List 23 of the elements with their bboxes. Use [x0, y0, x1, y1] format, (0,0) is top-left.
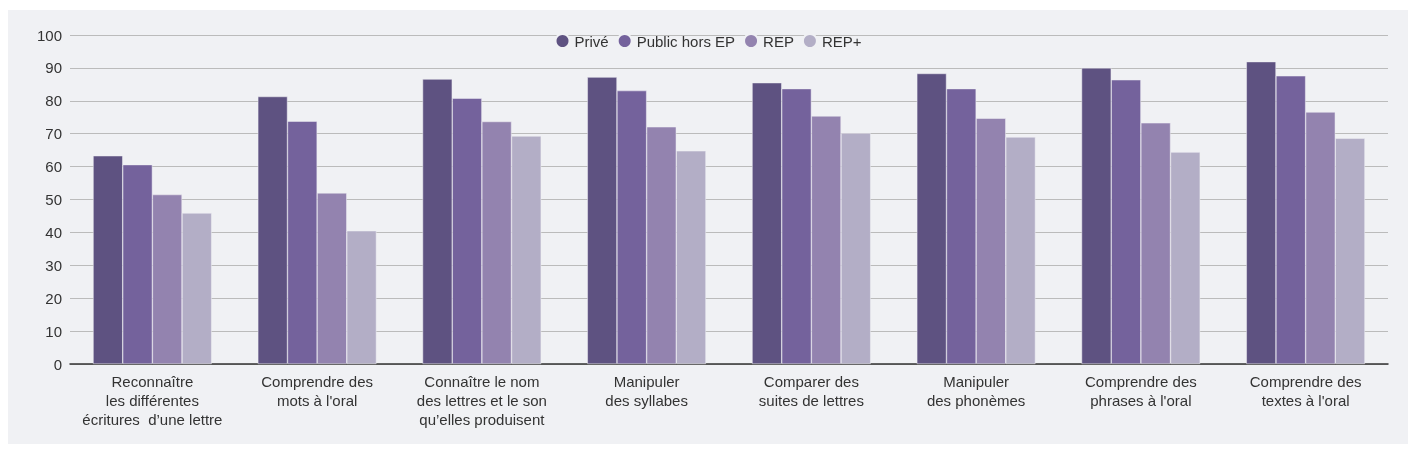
y-tick-label: 60	[45, 158, 62, 176]
legend-label: REP	[763, 32, 794, 50]
y-tick-label: 40	[45, 223, 62, 241]
legend-label: REP+	[821, 32, 862, 50]
x-tick-label: Comprendre des mots à l'oral	[261, 373, 373, 409]
y-tick-label: 0	[53, 355, 62, 373]
x-tick-label: Connaître le nom des lettres et le son qu’elles produisent	[416, 373, 547, 428]
x-tick-label: Comparer des suites de lettres	[758, 373, 864, 409]
x-tick-label: Comprendre des textes à l'oral	[1249, 373, 1362, 409]
legend-label: Privé	[574, 32, 609, 50]
y-tick-label: 70	[45, 125, 62, 143]
y-tick-label: 50	[45, 191, 62, 208]
y-tick-label: 10	[45, 322, 62, 340]
y-tick-label: 90	[45, 59, 62, 77]
x-tick-label: Reconnaître les différentes écritures d’une lettre	[82, 373, 223, 428]
x-tick-label: Manipuler des phonèmes	[926, 373, 1026, 409]
legend-label: Public hors EP	[636, 32, 736, 50]
y-tick-label: 30	[45, 256, 62, 274]
y-tick-label: 80	[45, 92, 62, 110]
y-tick-label: 100	[36, 26, 62, 44]
x-tick-label: Comprendre des phrases à l'oral	[1085, 373, 1197, 409]
x-tick-label: Manipuler des syllabes	[605, 373, 688, 409]
y-tick-label: 20	[45, 289, 62, 307]
